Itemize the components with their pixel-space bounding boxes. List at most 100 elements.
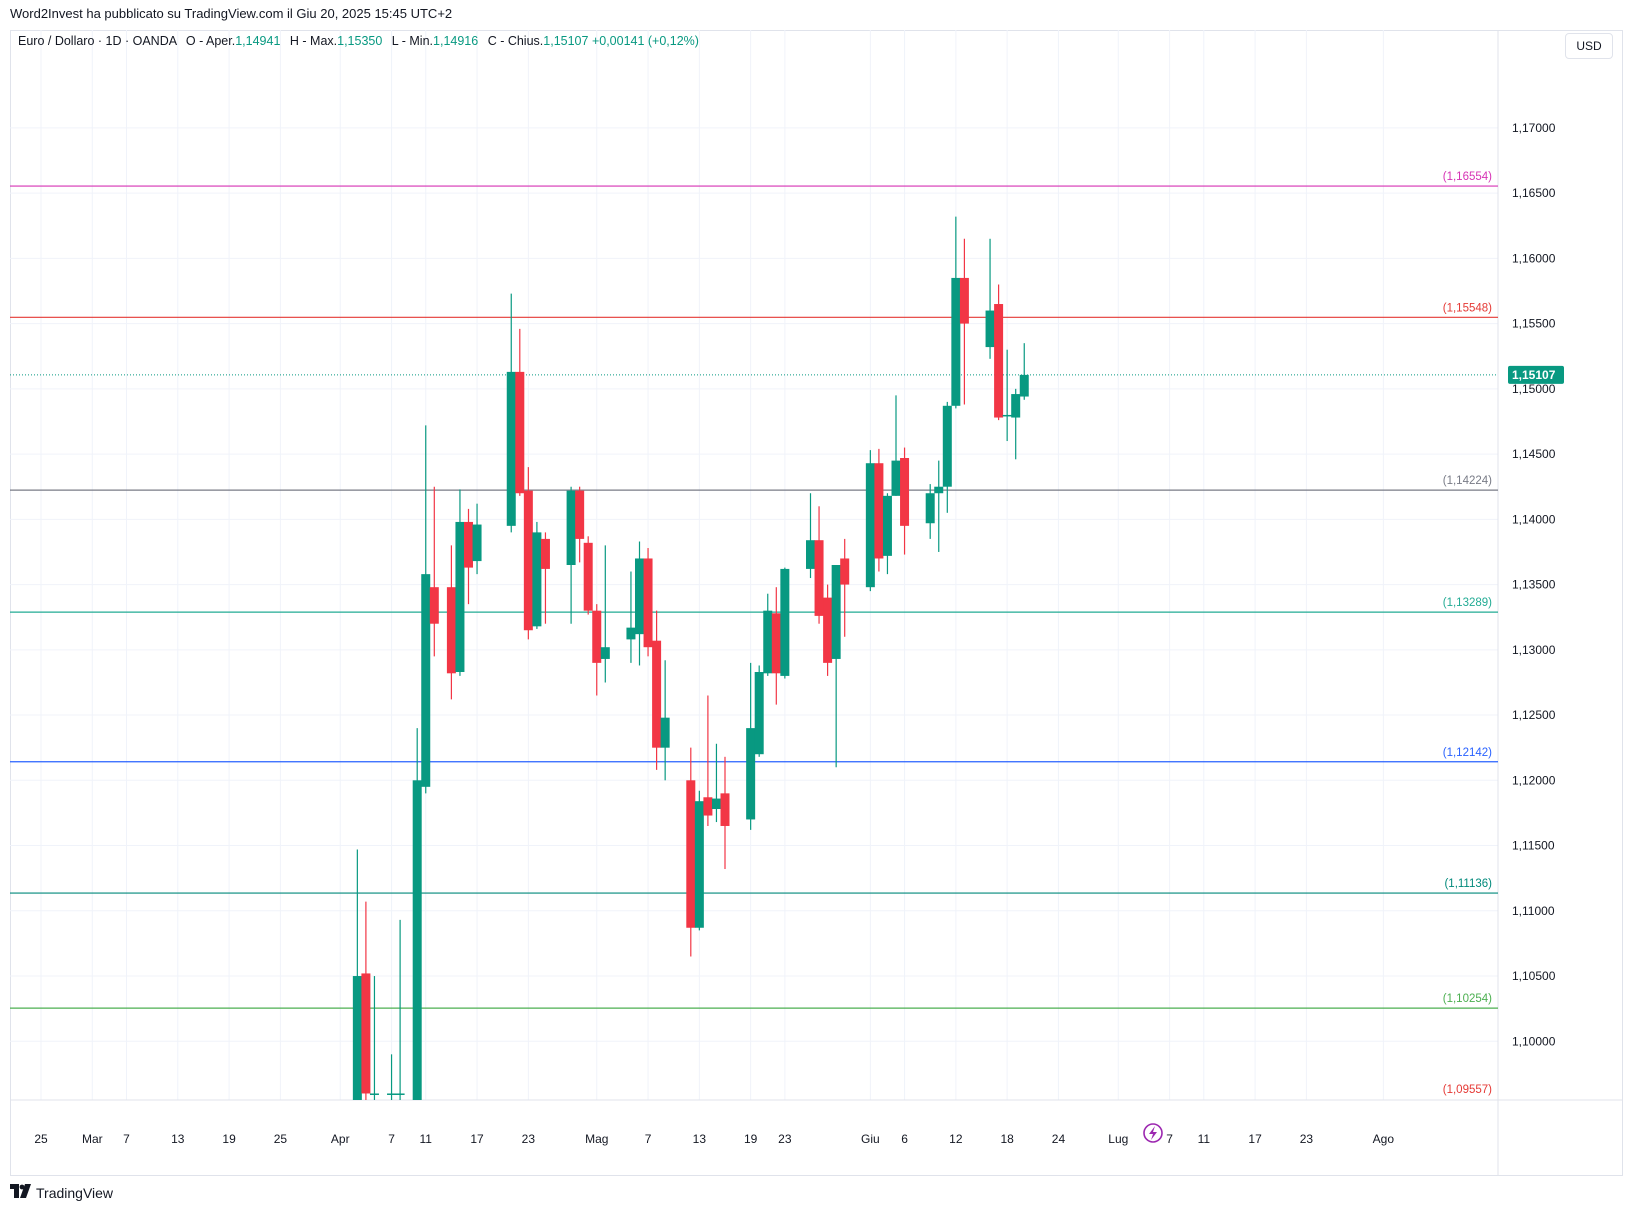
- candle-body: [540, 538, 550, 569]
- candle-body: [780, 568, 790, 676]
- candle-body: [369, 1093, 379, 1095]
- x-tick-label: 7: [645, 1132, 652, 1146]
- x-tick-label: Lug: [1108, 1132, 1128, 1146]
- candle-body: [763, 610, 773, 674]
- candle-up: [455, 489, 465, 676]
- candle-body: [994, 304, 1004, 418]
- y-tick-label: 1,12000: [1512, 773, 1556, 787]
- candle-up: [1011, 388, 1021, 460]
- candle-body: [840, 558, 850, 585]
- candle-up: [711, 743, 721, 823]
- x-tick-label: 25: [34, 1132, 48, 1146]
- x-tick-label: Ago: [1373, 1132, 1395, 1146]
- candle-down: [592, 604, 602, 696]
- candle-body: [934, 486, 944, 494]
- x-tick-label: 18: [1000, 1132, 1014, 1146]
- x-tick-label: 23: [778, 1132, 792, 1146]
- candle-down: [771, 587, 781, 705]
- candle-body: [412, 780, 422, 1100]
- candle-body: [942, 405, 952, 487]
- candle-body: [720, 793, 730, 826]
- x-tick-label: Mar: [82, 1132, 103, 1146]
- high-label: H - Max.: [289, 34, 338, 48]
- candle-up: [421, 425, 431, 794]
- candle-body: [523, 490, 533, 631]
- candle-body: [814, 540, 824, 616]
- candle-body: [515, 371, 525, 494]
- candle-body: [1011, 394, 1021, 418]
- candle-down: [814, 506, 824, 624]
- level-label: (1,13289): [1443, 597, 1492, 609]
- level-label: (1,09557): [1443, 1084, 1492, 1096]
- candle-up: [566, 486, 576, 624]
- candle-body: [592, 610, 602, 663]
- tradingview-logo-icon[interactable]: [10, 1184, 32, 1201]
- candle-up: [694, 790, 704, 931]
- candle-body: [754, 672, 764, 755]
- candle-up: [934, 460, 944, 552]
- candle-up: [395, 919, 405, 1100]
- x-tick-label: 13: [693, 1132, 707, 1146]
- x-tick-label: 17: [1248, 1132, 1262, 1146]
- candle-body: [891, 460, 901, 496]
- symbol-name[interactable]: Euro / Dollaro · 1D · OANDA: [18, 34, 177, 48]
- y-tick-label: 1,16000: [1512, 251, 1556, 265]
- candle-up: [891, 395, 901, 496]
- tradingview-wordmark: TradingView: [36, 1184, 114, 1201]
- candle-down: [959, 238, 969, 405]
- y-tick-label: 1,15000: [1512, 382, 1556, 396]
- candle-down: [994, 284, 1004, 421]
- candle-body: [352, 976, 362, 1100]
- change-value: +0,00141 (+0,12%): [591, 34, 699, 48]
- x-tick-label: 24: [1052, 1132, 1066, 1146]
- candle-up: [925, 484, 935, 539]
- candle-up: [352, 849, 362, 1100]
- close-label: C - Chius.: [487, 34, 544, 48]
- candle-body: [643, 558, 653, 648]
- x-tick-label: 19: [744, 1132, 758, 1146]
- last-price-tag: [1508, 365, 1564, 384]
- candle-down: [515, 328, 525, 496]
- candle-body: [951, 277, 961, 406]
- close-value: 1,15107: [543, 34, 589, 48]
- candle-up: [635, 541, 644, 666]
- candle-body: [506, 371, 516, 526]
- chart-frame: [10, 30, 1623, 1176]
- candle-body: [900, 458, 910, 526]
- candle-down: [575, 486, 585, 563]
- low-label: L - Min.: [391, 34, 434, 48]
- symbol-legend: Euro / Dollaro · 1D · OANDA O - Aper.1,1…: [18, 34, 699, 48]
- currency-button[interactable]: USD: [1565, 33, 1613, 59]
- candle-body: [575, 490, 585, 539]
- candle-body: [532, 532, 542, 627]
- low-value: 1,14916: [433, 34, 479, 48]
- y-tick-label: 1,13500: [1512, 578, 1556, 592]
- x-tick-label: 7: [1166, 1132, 1173, 1146]
- candle-up: [780, 567, 790, 679]
- y-tick-label: 1,13000: [1512, 643, 1556, 657]
- candle-body: [874, 463, 884, 559]
- candle-body: [694, 801, 704, 928]
- level-label: (1,15548): [1443, 302, 1492, 314]
- candle-body: [823, 597, 833, 663]
- footer: TradingView: [10, 1184, 113, 1201]
- publisher-line: Word2Invest ha pubblicato su TradingView…: [10, 6, 453, 21]
- candle-up: [506, 293, 516, 533]
- candle-body: [703, 797, 713, 816]
- candle-body: [395, 1093, 405, 1095]
- candle-body: [1002, 414, 1012, 417]
- candle-up: [951, 216, 961, 409]
- candle-up: [754, 665, 764, 757]
- candle-up: [387, 1054, 397, 1100]
- candle-down: [703, 695, 713, 826]
- candle-body: [652, 640, 662, 748]
- y-tick-label: 1,16500: [1512, 186, 1556, 200]
- candle-up: [882, 493, 892, 575]
- candle-down: [874, 448, 884, 572]
- flash-icon[interactable]: [1143, 1123, 1163, 1143]
- candle-up: [1019, 343, 1029, 400]
- x-tick-label: 7: [123, 1132, 130, 1146]
- x-tick-label: 17: [470, 1132, 484, 1146]
- x-tick-label: Mag: [585, 1132, 608, 1146]
